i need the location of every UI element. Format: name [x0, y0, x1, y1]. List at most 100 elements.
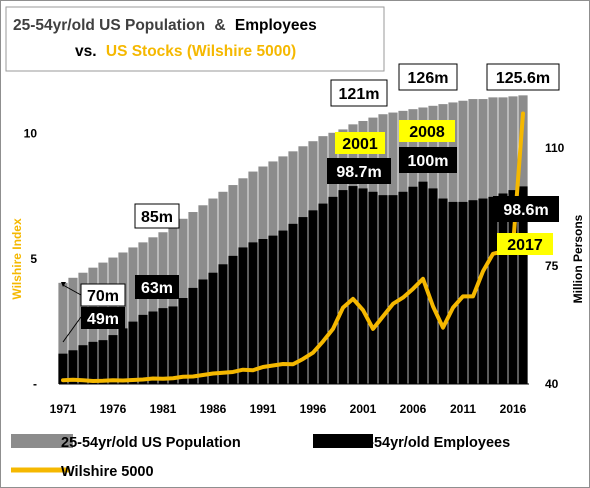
employee-bar-2014 — [488, 196, 498, 384]
annotation-126m: 126m — [398, 63, 458, 91]
title-box: 25-54yr/old US Population & Employees vs… — [5, 6, 385, 72]
right-axis-title: Million Persons — [571, 214, 585, 303]
title-employees: Employees — [235, 17, 317, 34]
x-tick-2016: 2016 — [500, 402, 527, 416]
employee-bar-1990 — [248, 242, 258, 384]
employee-bar-2015 — [498, 193, 508, 384]
legend-label-employees: 25-54yr/old Employees — [353, 435, 510, 451]
left-axis-ticks: 10 5 - — [24, 127, 38, 391]
employee-bar-2008 — [428, 188, 438, 384]
x-tick-1976: 1976 — [100, 402, 127, 416]
employee-bar-1995 — [298, 217, 308, 384]
annotation-126m-label: 126m — [408, 70, 449, 87]
employee-bar-1989 — [238, 247, 248, 384]
left-tick-5: 5 — [30, 252, 37, 266]
population-bar-1972 — [68, 277, 78, 384]
title-ampersand: & — [214, 17, 225, 34]
annotation-49m-label: 49m — [87, 311, 119, 328]
chart-title-line1: 25-54yr/old US Population & Employees — [13, 17, 317, 34]
employee-bar-2009 — [438, 198, 448, 384]
chart-title-line2: vs. US Stocks (Wilshire 5000) — [75, 43, 296, 60]
employee-bar-2000 — [348, 186, 358, 384]
annotation-2001-label: 2001 — [342, 136, 378, 153]
legend-item-wilshire: Wilshire 5000 — [11, 464, 154, 480]
annotation-98-7m: 98.7m — [327, 158, 391, 184]
population-bar-1971 — [58, 282, 68, 384]
population-bar-1978 — [128, 247, 138, 384]
employee-bar-1997 — [318, 203, 328, 384]
employee-bar-2005 — [398, 191, 408, 384]
employee-bars — [58, 181, 528, 384]
x-tick-2001: 2001 — [350, 402, 377, 416]
title-vs: vs. — [75, 43, 97, 60]
employee-bar-1999 — [338, 190, 348, 384]
wilshire-line-layer — [61, 111, 525, 383]
left-axis-title: Wilshire Index — [10, 218, 24, 300]
annotation-70m-label: 70m — [87, 288, 119, 305]
employee-bar-1985 — [198, 279, 208, 384]
employee-bar-2004 — [388, 195, 398, 384]
x-tick-1981: 1981 — [150, 402, 177, 416]
employee-bar-1978 — [128, 321, 138, 384]
employee-bar-1974 — [88, 341, 98, 384]
annotation-98-6m: 98.6m — [493, 196, 559, 222]
population-bar-1982 — [168, 225, 178, 384]
annotation-98-7m-label: 98.7m — [336, 164, 381, 181]
annotation-2001: 2001 — [335, 132, 385, 154]
annotation-125-6m-label: 125.6m — [496, 70, 550, 87]
left-tick-10: 10 — [24, 127, 38, 141]
employee-bar-1993 — [278, 230, 288, 384]
employee-bar-1971 — [58, 353, 68, 384]
annotation-2008: 2008 — [399, 120, 455, 142]
legend: 25-54yr/old US Population 25-54yr/old Em… — [11, 434, 510, 480]
employee-bar-1981 — [158, 308, 168, 384]
employee-bar-1984 — [188, 287, 198, 384]
right-tick-75: 75 — [545, 259, 559, 273]
employee-bar-1998 — [328, 196, 338, 384]
right-axis-ticks: 110 75 40 — [545, 141, 565, 391]
wilshire-line — [61, 111, 525, 383]
employee-bar-1975 — [98, 340, 108, 384]
left-tick-0: - — [33, 377, 37, 391]
x-axis-ticks: 1971 1976 1981 1986 1991 1996 2001 2006 2011 2016 — [50, 402, 527, 416]
leader-49m — [62, 316, 82, 343]
legend-swatch-employees — [313, 434, 373, 448]
employee-bar-1972 — [68, 350, 78, 384]
employee-bar-2017 — [518, 186, 528, 384]
annotation-63m-label: 63m — [141, 280, 173, 297]
employee-bar-1979 — [138, 314, 148, 384]
employee-bar-1982 — [168, 306, 178, 384]
leader-70m-arrow — [61, 282, 66, 287]
employee-bar-1988 — [228, 255, 238, 384]
employee-bar-1996 — [308, 210, 318, 384]
population-bar-1979 — [138, 242, 148, 384]
annotation-2017-label: 2017 — [507, 237, 543, 254]
annotation-100m: 100m — [399, 147, 457, 173]
employee-bar-2003 — [378, 195, 388, 384]
annotation-63m: 63m — [135, 275, 179, 299]
employee-bar-1973 — [78, 345, 88, 384]
annotation-85m: 85m — [134, 203, 180, 229]
annotation-2017: 2017 — [497, 233, 553, 255]
annotation-leaders — [61, 282, 82, 343]
employee-bar-2011 — [458, 201, 468, 384]
x-tick-1991: 1991 — [250, 402, 277, 416]
employee-bar-1992 — [268, 235, 278, 384]
annotation-121m-label: 121m — [339, 86, 380, 103]
x-tick-1996: 1996 — [300, 402, 327, 416]
employee-bar-1976 — [108, 335, 118, 384]
employee-bar-2002 — [368, 191, 378, 384]
leader-70m — [62, 284, 82, 296]
population-bar-1980 — [148, 237, 158, 384]
title-stocks: US Stocks (Wilshire 5000) — [106, 43, 296, 60]
right-tick-40: 40 — [545, 377, 559, 391]
legend-label-population: 25-54yr/old US Population — [61, 435, 241, 451]
x-tick-1986: 1986 — [200, 402, 227, 416]
x-tick-2011: 2011 — [450, 402, 476, 416]
employee-bar-1994 — [288, 223, 298, 384]
annotation-100m-label: 100m — [408, 153, 449, 170]
annotation-2008-label: 2008 — [409, 124, 445, 141]
legend-label-wilshire: Wilshire 5000 — [61, 464, 154, 480]
